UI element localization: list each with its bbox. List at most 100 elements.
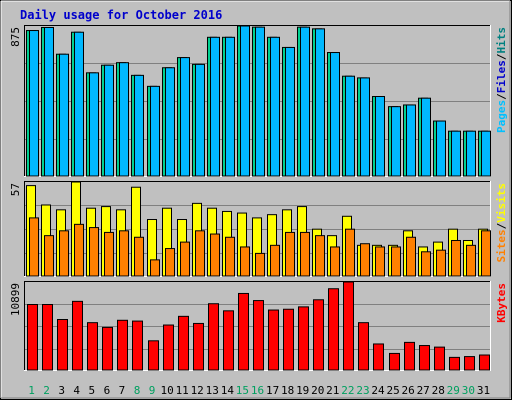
bar-visits-sites-23 <box>360 243 370 277</box>
bar-kbytes-kbytes-23 <box>358 322 369 371</box>
bar-hits-files-15 <box>240 25 250 177</box>
legend-visits: Sites/Visits <box>495 183 508 263</box>
x-tick-label: 30 <box>462 384 475 397</box>
bar-visits-sites-19 <box>300 231 310 277</box>
legend-entry: Hits <box>495 27 508 54</box>
bar-visits-sites-8 <box>134 236 144 277</box>
x-tick-label: 2 <box>43 384 50 397</box>
legend-kbytes: KBytes <box>495 283 508 323</box>
x-tick-label: 1 <box>28 384 35 397</box>
bar-kbytes-kbytes-16 <box>253 300 264 371</box>
x-tick-label: 15 <box>236 384 249 397</box>
bar-visits-sites-28 <box>436 249 446 277</box>
bar-kbytes-kbytes-13 <box>208 303 219 371</box>
x-tick-label: 28 <box>432 384 445 397</box>
bar-hits-files-6 <box>104 64 114 177</box>
bar-kbytes-kbytes-9 <box>148 340 159 371</box>
legend-entry: Files <box>495 60 508 93</box>
bar-hits-files-31 <box>481 130 491 177</box>
bar-visits-sites-12 <box>195 230 205 277</box>
bar-visits-sites-10 <box>165 248 175 277</box>
bar-visits-sites-25 <box>391 246 401 277</box>
bar-kbytes-kbytes-17 <box>268 309 279 371</box>
x-tick-label: 31 <box>477 384 490 397</box>
bar-hits-files-7 <box>119 62 129 177</box>
bar-kbytes-kbytes-15 <box>238 292 249 371</box>
bar-visits-sites-5 <box>89 227 99 277</box>
x-tick-label: 27 <box>417 384 430 397</box>
bar-visits-sites-29 <box>451 239 461 277</box>
bar-visits-sites-6 <box>104 231 114 277</box>
x-tick-label: 5 <box>88 384 95 397</box>
bar-visits-sites-24 <box>375 246 385 277</box>
bar-visits-sites-9 <box>150 259 160 277</box>
x-tick-label: 16 <box>251 384 264 397</box>
bar-visits-sites-4 <box>74 223 84 277</box>
bar-visits-sites-15 <box>240 246 250 277</box>
bar-kbytes-kbytes-24 <box>373 343 384 371</box>
bar-hits-files-24 <box>375 96 385 177</box>
bar-kbytes-kbytes-22 <box>343 281 354 371</box>
bar-hits-files-25 <box>391 106 401 177</box>
panel-visits: 57 Sites/Visits <box>9 181 508 277</box>
x-tick-label: 25 <box>386 384 399 397</box>
bar-visits-sites-30 <box>466 244 476 277</box>
bar-kbytes-kbytes-7 <box>117 319 128 371</box>
bar-kbytes-kbytes-30 <box>464 356 475 371</box>
x-tick-label: 3 <box>58 384 65 397</box>
bar-kbytes-kbytes-31 <box>479 354 490 371</box>
bar-hits-files-1 <box>29 30 39 177</box>
bar-hits-files-23 <box>360 77 370 177</box>
chart-title: Daily usage for October 2016 <box>20 8 222 22</box>
legend-separator: / <box>495 222 508 229</box>
x-tick-label: 26 <box>401 384 414 397</box>
x-tick-label: 13 <box>206 384 219 397</box>
x-tick-label: 21 <box>326 384 339 397</box>
bar-visits-sites-16 <box>255 252 265 277</box>
x-tick-label: 6 <box>104 384 111 397</box>
bar-kbytes-kbytes-1 <box>27 304 38 371</box>
bar-kbytes-kbytes-2 <box>42 304 53 371</box>
y-max-label-visits: 57 <box>9 183 22 196</box>
bar-kbytes-kbytes-12 <box>193 322 204 371</box>
bar-kbytes-kbytes-4 <box>72 300 83 371</box>
legend-entry: Sites <box>495 229 508 262</box>
bar-kbytes-kbytes-14 <box>223 310 234 371</box>
bar-visits-sites-27 <box>421 251 431 277</box>
bar-visits-sites-13 <box>210 233 220 277</box>
bar-kbytes-kbytes-10 <box>163 324 174 371</box>
legend-entry: Pages <box>495 100 508 133</box>
bar-hits-files-26 <box>406 104 416 177</box>
bar-hits-files-2 <box>44 26 54 177</box>
x-tick-label: 22 <box>341 384 354 397</box>
bar-kbytes-kbytes-20 <box>313 299 324 371</box>
panel-kbytes: 10899 KBytes <box>9 281 508 371</box>
bar-visits-sites-14 <box>225 236 235 277</box>
x-tick-label: 29 <box>447 384 460 397</box>
x-tick-label: 23 <box>356 384 369 397</box>
legend-separator: / <box>495 93 508 100</box>
bar-hits-files-9 <box>150 85 160 177</box>
legend-hits: Pages/Files/Hits <box>495 27 508 133</box>
x-tick-label: 18 <box>281 384 294 397</box>
bar-hits-files-10 <box>165 67 175 177</box>
bar-visits-sites-31 <box>481 230 491 277</box>
bar-hits-files-29 <box>451 130 461 177</box>
x-tick-label: 17 <box>266 384 279 397</box>
x-tick-label: 4 <box>73 384 80 397</box>
bar-hits-files-14 <box>225 36 235 177</box>
bar-kbytes-kbytes-11 <box>178 315 189 371</box>
x-tick-label: 24 <box>371 384 385 397</box>
bar-kbytes-kbytes-5 <box>87 322 98 371</box>
x-tick-label: 20 <box>311 384 324 397</box>
bar-visits-sites-26 <box>406 236 416 277</box>
bar-kbytes-kbytes-25 <box>389 352 400 371</box>
bar-hits-files-28 <box>436 120 446 177</box>
bar-kbytes-kbytes-18 <box>283 308 294 371</box>
bar-hits-files-17 <box>270 36 280 177</box>
bar-hits-files-30 <box>466 130 476 177</box>
bar-kbytes-kbytes-3 <box>57 318 68 371</box>
